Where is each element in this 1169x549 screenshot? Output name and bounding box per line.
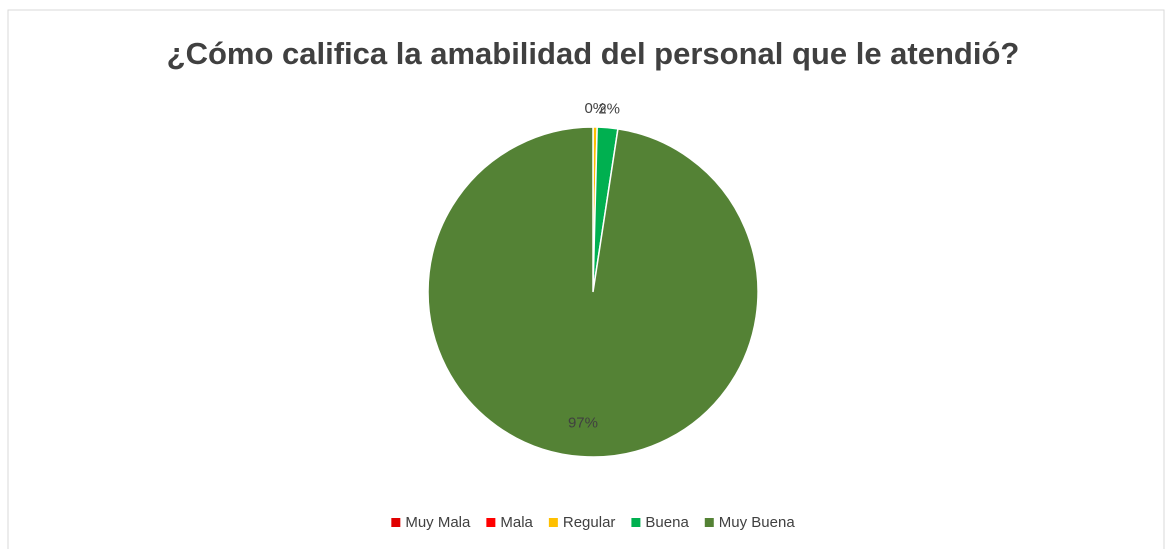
legend-label: Regular	[563, 514, 616, 531]
legend-label: Muy Buena	[719, 514, 796, 531]
legend: Muy Mala Mala Regular Buena Muy Buena	[391, 514, 795, 531]
legend-swatch	[548, 518, 558, 527]
legend-label: Buena	[645, 514, 689, 531]
data-label: 97%	[568, 415, 598, 432]
pie-slice	[427, 126, 759, 458]
legend-label: Mala	[500, 514, 533, 531]
data-label: 0%	[584, 100, 606, 117]
legend-label: Muy Mala	[405, 514, 471, 531]
chart-title: ¿Cómo califica la amabilidad del persona…	[167, 36, 1020, 71]
legend-swatch	[486, 518, 496, 527]
data-label: 2%	[598, 101, 620, 118]
legend-swatch	[631, 518, 641, 527]
legend-swatch	[704, 518, 714, 527]
legend-swatch	[391, 518, 401, 527]
